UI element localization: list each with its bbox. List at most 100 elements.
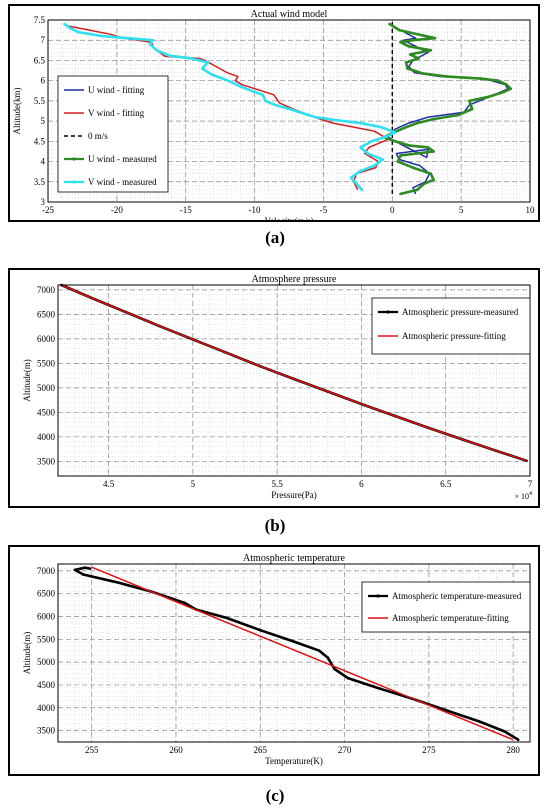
series-line-1 <box>91 566 514 741</box>
data-point <box>399 40 402 44</box>
data-point <box>366 152 369 155</box>
data-point <box>380 125 383 129</box>
legend-entry-1: Atmospheric pressure-fitting <box>402 331 506 341</box>
legend-entry-0: Atmospheric temperature-measured <box>392 591 522 601</box>
data-point <box>505 83 508 86</box>
data-point <box>487 95 491 99</box>
data-point <box>497 79 500 82</box>
data-point <box>82 573 85 576</box>
data-point <box>429 49 433 52</box>
y-tick-label: 6 <box>41 76 46 86</box>
x-tick-label: 270 <box>338 745 352 755</box>
y-tick-label: 5.5 <box>34 96 46 106</box>
data-point <box>167 54 171 57</box>
data-point <box>417 57 420 60</box>
y-axis-label: Altitude(km) <box>12 88 22 135</box>
data-point <box>210 73 214 76</box>
data-point <box>393 140 397 143</box>
y-tick-label: 6000 <box>37 611 56 621</box>
pressure-chart-panel: 4.5 5 5.5 6 6.5 7 3500 4000 4500 5000 5500 6000 6500… <box>8 268 540 508</box>
data-point <box>259 628 262 632</box>
data-point <box>101 34 105 38</box>
temperature-chart-panel: 255 260 265 270 275 280 3500 4000 4500 5000 5500 60… <box>8 545 540 776</box>
legend-entry-3: U wind - measured <box>88 154 157 164</box>
data-point <box>83 566 87 569</box>
axes-frame <box>57 284 531 477</box>
x-tick-label: 260 <box>169 745 183 755</box>
x-tick-label: 10 <box>526 205 536 215</box>
data-point <box>73 568 77 572</box>
y-tick-label: 5500 <box>37 634 56 644</box>
data-point <box>457 113 460 117</box>
data-point <box>446 75 449 78</box>
x-tick-label: 5.5 <box>272 479 284 489</box>
data-point <box>359 146 362 149</box>
data-point <box>516 738 520 741</box>
data-point <box>377 686 380 690</box>
data-point <box>360 188 364 192</box>
legend-marker <box>72 180 76 184</box>
data-point <box>183 601 186 605</box>
y-tick-label: 7 <box>41 35 46 45</box>
data-point <box>239 85 243 88</box>
y-tick-label: 7.5 <box>34 15 46 25</box>
data-point <box>399 192 402 196</box>
data-point <box>411 38 415 42</box>
data-point <box>415 121 419 125</box>
x-axis-label: Velocity(m/s) <box>265 216 314 220</box>
legend-entry-2: 0 m/s <box>88 131 108 141</box>
y-tick-label: 6500 <box>37 589 56 599</box>
legend-entry-0: U wind - fitting <box>88 85 145 95</box>
x-tick-label: 280 <box>506 745 520 755</box>
data-point <box>126 36 130 40</box>
data-point <box>250 89 254 93</box>
y-tick-label: 5 <box>41 116 46 126</box>
chart-title: Atmospheric temperature <box>243 553 345 564</box>
x-tick-label: -25 <box>42 205 54 215</box>
data-point <box>399 154 402 157</box>
data-point <box>509 87 512 91</box>
data-point <box>502 90 506 94</box>
data-point <box>200 67 204 70</box>
data-point <box>318 649 321 652</box>
series-group <box>63 22 513 196</box>
legend-entry-1: Atmospheric temperature-fitting <box>392 613 509 623</box>
data-point <box>503 730 507 733</box>
legend: Atmospheric pressure-measured Atmospheric… <box>371 297 531 355</box>
y-tick-label: 4000 <box>37 432 56 442</box>
axes-frame <box>47 19 531 203</box>
data-point <box>189 57 193 60</box>
data-point <box>426 146 430 149</box>
y-tick-label: 5000 <box>37 657 56 667</box>
y-tick-label: 3 <box>41 197 46 207</box>
data-point <box>151 38 154 42</box>
data-point <box>326 656 330 659</box>
x-tick-label: 255 <box>85 745 99 755</box>
data-point <box>68 26 72 30</box>
chart-title: Atmosphere pressure <box>252 274 337 285</box>
data-point <box>479 77 482 80</box>
data-point <box>468 99 471 103</box>
data-point <box>478 720 481 723</box>
temperature-chart: 255 260 265 270 275 280 3500 4000 4500 5000 5500 60… <box>22 553 531 766</box>
x-tick-label: 6.5 <box>440 479 452 489</box>
legend-entry-1: V wind - fitting <box>88 108 145 118</box>
y-tick-label: 6000 <box>37 334 56 344</box>
data-point <box>273 103 277 107</box>
x-tick-label: -5 <box>320 205 328 215</box>
data-point <box>407 45 411 48</box>
data-point <box>422 182 426 186</box>
y-tick-label: 4.5 <box>34 136 46 146</box>
data-point <box>470 107 474 111</box>
legend-marker <box>376 594 380 598</box>
data-point <box>406 67 409 70</box>
legend: U wind - fitting V wind - fitting 0 m/s U w… <box>57 75 169 193</box>
data-point <box>385 135 389 138</box>
y-tick-label: 4 <box>41 157 46 167</box>
data-point <box>88 567 92 570</box>
data-point <box>393 131 397 134</box>
data-point <box>115 581 119 584</box>
data-point <box>388 22 391 26</box>
data-point <box>404 61 408 64</box>
x-tick-label: 265 <box>254 745 268 755</box>
